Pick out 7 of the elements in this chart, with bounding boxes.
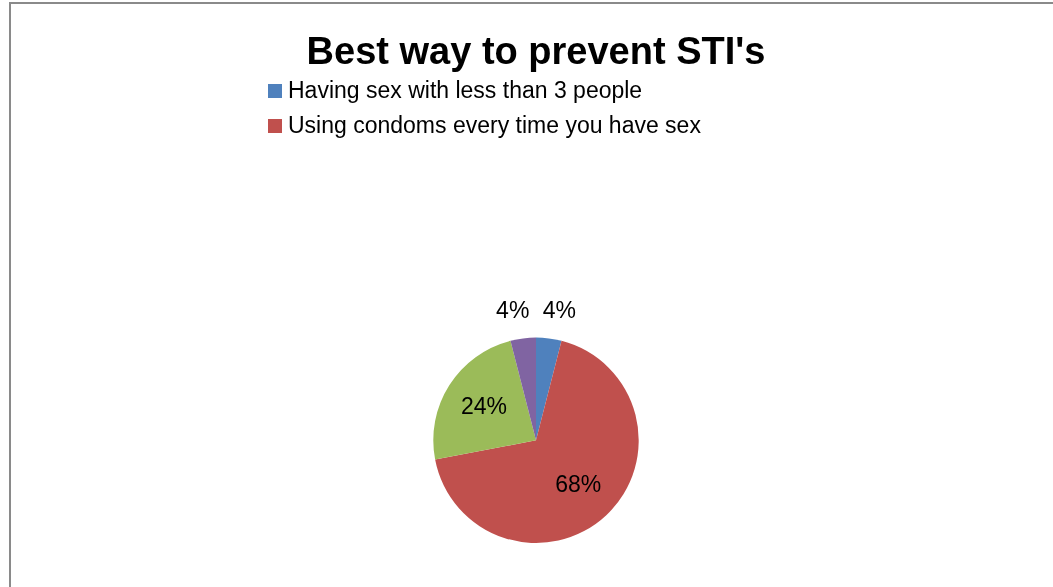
data-label: 24% <box>460 392 507 419</box>
data-label: 4% <box>542 296 576 323</box>
legend-label: Using condoms every time you have sex <box>288 112 702 139</box>
data-label: 68% <box>555 470 602 497</box>
legend-label: Having sex with less than 3 people <box>288 77 643 104</box>
chart-title: Best way to prevent STI's <box>306 30 766 73</box>
data-label: 4% <box>496 296 530 323</box>
